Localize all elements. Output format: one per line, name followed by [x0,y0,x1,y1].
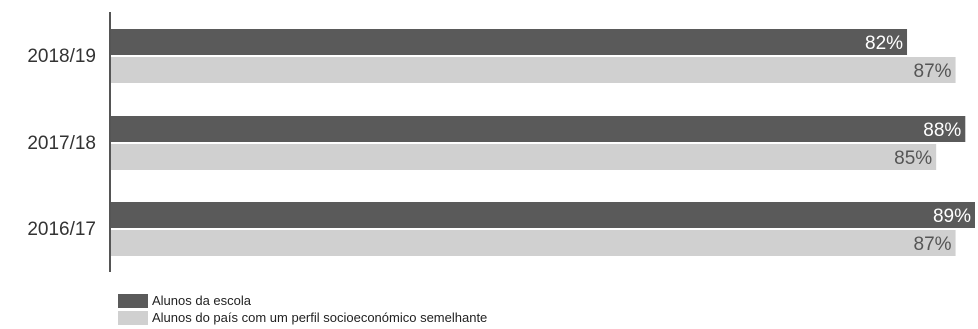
value-label-series-1-2017-18: 88% [923,120,961,141]
legend-label-alunos-da-escola: Alunos da escola [152,293,252,308]
legend: Alunos da escola Alunos do país com um p… [118,292,487,326]
legend-label-alunos-do-pais: Alunos do país com um perfil socioeconóm… [152,310,488,325]
legend-swatch-alunos-do-pais [118,310,148,325]
value-label-series-2-2018-19: 87% [914,61,952,82]
value-label-series-1-2018-19: 82% [865,33,903,54]
value-labels: 82% 87% 88% 85% 89% 87% [865,33,971,255]
bar-series-1-2018-19 [111,29,908,55]
value-label-series-1-2016-17: 89% [933,206,971,227]
value-label-series-2-2017-18: 85% [894,148,932,169]
bar-series-1-2017-18 [111,116,966,142]
bar-series-2-2018-19 [111,57,956,83]
bar-series-1-2016-17 [111,202,975,228]
bars [111,29,975,256]
category-label-2018-19: 2018/19 [27,46,96,67]
legend-swatch-alunos-da-escola [118,293,148,308]
category-label-2017-18: 2017/18 [27,133,96,154]
bar-series-2-2017-18 [111,144,937,170]
legend-item-alunos-da-escola: Alunos da escola [118,292,487,309]
legend-item-alunos-do-pais: Alunos do país com um perfil socioeconóm… [118,309,487,326]
bar-chart: 2018/19 2017/18 2016/17 82% 87% 88% 85% 89% 87% [27,12,975,272]
bar-series-2-2016-17 [111,230,956,256]
value-label-series-2-2016-17: 87% [914,234,952,255]
category-label-2016-17: 2016/17 [27,219,96,240]
category-labels: 2018/19 2017/18 2016/17 [27,46,96,240]
